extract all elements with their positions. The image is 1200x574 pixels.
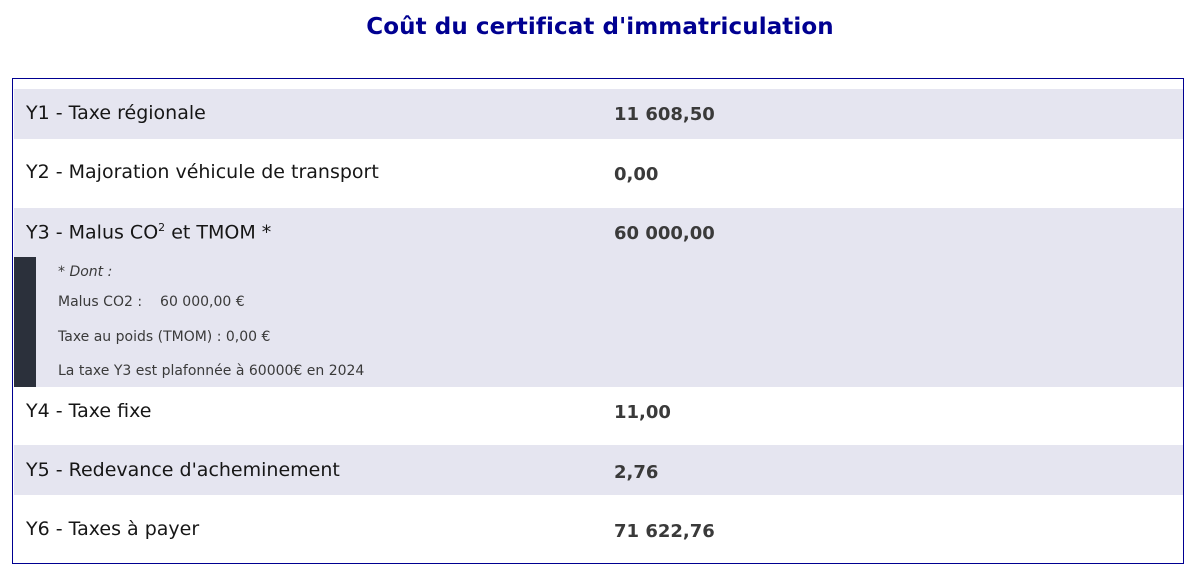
table-row-y5: Y5 - Redevance d'acheminement 2,76 <box>14 445 1183 495</box>
registration-cost-table: Y1 - Taxe régionale 11 608,50 Y2 - Major… <box>12 78 1184 564</box>
table-row-y3: Y3 - Malus CO2 et TMOM * 60 000,00 <box>14 208 1183 257</box>
row-value-y2: 0,00 <box>614 164 659 185</box>
row-value-y1: 11 608,50 <box>614 104 715 125</box>
row-label-y2: Y2 - Majoration véhicule de transport <box>26 161 379 183</box>
detail-accent-bar <box>14 257 36 387</box>
row-label-y3-superscript: 2 <box>158 221 166 234</box>
row-value-y4: 11,00 <box>614 402 671 423</box>
row-label-y6: Y6 - Taxes à payer <box>26 518 200 540</box>
row-label-y3-suffix: et TMOM * <box>165 221 272 244</box>
detail-note: * Dont : <box>58 264 113 280</box>
table-row-y1: Y1 - Taxe régionale 11 608,50 <box>14 89 1183 139</box>
detail-malus-value: 60 000,00 € <box>160 294 245 310</box>
y3-detail-panel: * Dont : Malus CO2 : 60 000,00 € Taxe au … <box>14 257 1183 387</box>
detail-cap-text: La taxe Y3 est plafonnée à 60000€ en 202… <box>58 363 365 379</box>
row-label-y1: Y1 - Taxe régionale <box>26 102 206 124</box>
row-value-y5: 2,76 <box>614 462 659 483</box>
row-value-y3: 60 000,00 <box>614 223 715 244</box>
table-row-y2: Y2 - Majoration véhicule de transport 0,… <box>14 139 1183 208</box>
detail-malus-line: Malus CO2 : 60 000,00 € <box>58 294 245 310</box>
table-row-y6: Y6 - Taxes à payer 71 622,76 <box>14 495 1183 563</box>
detail-tmom-value: 0,00 € <box>225 329 271 345</box>
detail-tmom-line: Taxe au poids (TMOM) : 0,00 € <box>58 329 270 345</box>
detail-tmom-label: Taxe au poids (TMOM) : <box>58 329 222 345</box>
row-value-y6: 71 622,76 <box>614 521 715 542</box>
page-title: Coût du certificat d'immatriculation <box>366 14 834 40</box>
row-label-y3-prefix: Y3 - Malus CO <box>26 221 159 244</box>
table-row-y4: Y4 - Taxe fixe 11,00 <box>14 387 1183 445</box>
row-label-y5: Y5 - Redevance d'acheminement <box>26 459 340 481</box>
detail-malus-label: Malus CO2 : <box>58 294 143 310</box>
row-label-y4: Y4 - Taxe fixe <box>26 400 152 422</box>
row-label-y3: Y3 - Malus CO2 et TMOM * <box>26 221 271 243</box>
